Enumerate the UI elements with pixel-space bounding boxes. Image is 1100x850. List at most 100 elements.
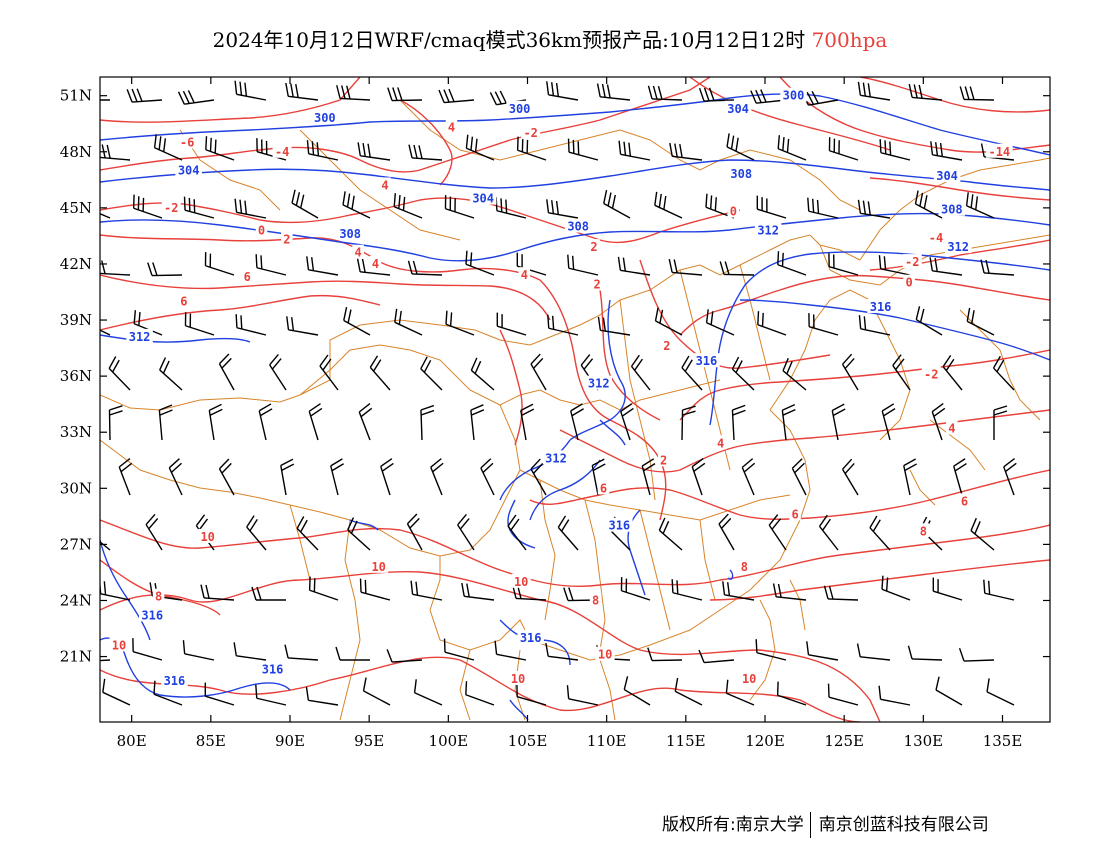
temperature-contour-label-bg bbox=[272, 143, 292, 158]
wind-barb bbox=[658, 517, 683, 551]
wind-barb bbox=[986, 678, 1015, 706]
lat-tick-label: 39N bbox=[60, 311, 92, 329]
height-contour-label-bg bbox=[126, 328, 153, 343]
temperature-contour-label: 10 bbox=[742, 672, 756, 686]
wind-barb bbox=[618, 140, 651, 161]
wind-barb bbox=[705, 309, 735, 336]
wind-barb bbox=[980, 259, 1015, 276]
height-contour-label: 308 bbox=[567, 220, 589, 234]
wind-barb bbox=[204, 252, 235, 276]
wind-barb bbox=[903, 458, 918, 496]
wind-barb bbox=[444, 195, 475, 219]
wind-barb bbox=[235, 314, 267, 336]
wind-barb bbox=[200, 584, 235, 601]
temperature-contour-label-bg bbox=[255, 222, 268, 237]
temperature-contour-label: 2 bbox=[594, 278, 601, 292]
wind-barb bbox=[246, 515, 267, 551]
wind-barb bbox=[234, 198, 267, 219]
lat-tick-label: 33N bbox=[60, 423, 92, 441]
wind-barb bbox=[681, 405, 696, 441]
wind-barb bbox=[741, 458, 756, 496]
wind-barb bbox=[647, 85, 683, 101]
footer-divider bbox=[809, 812, 811, 838]
temperature-contour-label: 10 bbox=[511, 672, 525, 686]
temperature-contour-label-bg bbox=[379, 177, 391, 192]
wind-barb bbox=[335, 646, 370, 661]
temperature-contour-label-bg bbox=[789, 506, 801, 521]
height-contour-label: 304 bbox=[936, 169, 958, 183]
wind-barb bbox=[387, 87, 423, 102]
temperature-contour-label-bg bbox=[241, 269, 253, 284]
wind-barb bbox=[567, 254, 599, 276]
temperature-contour-label: -14 bbox=[988, 145, 1010, 159]
temperature-contour-label-bg bbox=[445, 119, 458, 134]
temperature-contour-label: 0 bbox=[258, 223, 265, 237]
height-contour-label: 304 bbox=[178, 163, 200, 177]
temperature-contour-label: -2 bbox=[164, 201, 178, 215]
wind-barb bbox=[731, 404, 746, 441]
temperature-contour-label-bg bbox=[161, 199, 181, 214]
wind-barb bbox=[841, 353, 859, 391]
wind-barb bbox=[520, 403, 535, 441]
wind-barb bbox=[159, 357, 183, 391]
wind-barb bbox=[881, 403, 896, 441]
wind-barb bbox=[457, 513, 475, 551]
lat-tick-label: 36N bbox=[60, 367, 92, 385]
wind-barb bbox=[942, 355, 963, 391]
wind-barb bbox=[386, 649, 423, 663]
wind-barb bbox=[879, 139, 911, 161]
temperature-contour-label: 8 bbox=[592, 593, 599, 607]
wind-barb bbox=[731, 356, 755, 391]
wind-barb bbox=[306, 256, 339, 276]
height-contour-label-bg bbox=[311, 110, 339, 125]
temperature-contour-label-bg bbox=[946, 420, 958, 435]
wind-barb bbox=[620, 577, 651, 601]
height-contour-label-bg bbox=[938, 201, 966, 216]
temperature-contour-label-bg bbox=[926, 229, 946, 244]
height-contour-label-bg bbox=[754, 222, 782, 237]
temperature-contour-label-bg bbox=[903, 274, 915, 289]
map-frame bbox=[99, 76, 1051, 723]
lat-tick-label: 45N bbox=[60, 199, 92, 217]
height-contour-label: 300 bbox=[314, 111, 336, 125]
temperature-contour-label: 0 bbox=[730, 205, 737, 219]
temperature-contour-label: 4 bbox=[521, 268, 528, 282]
height-contour-label: 300 bbox=[783, 89, 805, 103]
wind-barb bbox=[768, 514, 787, 551]
wind-barb bbox=[674, 677, 703, 706]
temperature-contour-label: 10 bbox=[514, 575, 528, 589]
wind-barb bbox=[100, 260, 131, 276]
wind-barb bbox=[286, 316, 319, 336]
wind-barb bbox=[218, 353, 235, 391]
wind-barb bbox=[408, 144, 443, 161]
lon-tick-label: 110E bbox=[587, 732, 627, 750]
height-contour-label: 304 bbox=[727, 102, 749, 116]
wind-barb bbox=[776, 681, 807, 706]
wind-barb bbox=[319, 354, 339, 391]
wind-barb bbox=[251, 586, 286, 601]
temperature-contour-label: 6 bbox=[791, 507, 798, 521]
wind-barb bbox=[929, 257, 963, 276]
temperature-contour-label: 8 bbox=[155, 590, 162, 604]
temperature-contour-label-bg bbox=[657, 452, 670, 467]
wind-barb bbox=[828, 253, 859, 276]
height-contour-label-bg bbox=[728, 166, 755, 181]
wind-barb bbox=[291, 189, 319, 219]
wind-barb bbox=[570, 403, 584, 441]
wind-barb bbox=[546, 199, 579, 219]
lat-tick-label: 51N bbox=[60, 87, 92, 105]
lon-tick-label: 100E bbox=[429, 732, 469, 750]
temperature-contour-label-bg bbox=[714, 435, 727, 450]
height-contour-label: 316 bbox=[870, 300, 892, 314]
wind-barb bbox=[280, 458, 295, 496]
lat-tick-label: 42N bbox=[60, 255, 92, 273]
temperature-contour-label-bg bbox=[281, 231, 293, 246]
height-contour-label-bg bbox=[336, 226, 364, 241]
wind-barb bbox=[698, 87, 735, 102]
wind-barb bbox=[445, 310, 475, 336]
wind-barb bbox=[255, 684, 287, 706]
wind-barb bbox=[430, 458, 444, 496]
wind-barb bbox=[438, 88, 475, 104]
wind-barb bbox=[878, 255, 911, 276]
